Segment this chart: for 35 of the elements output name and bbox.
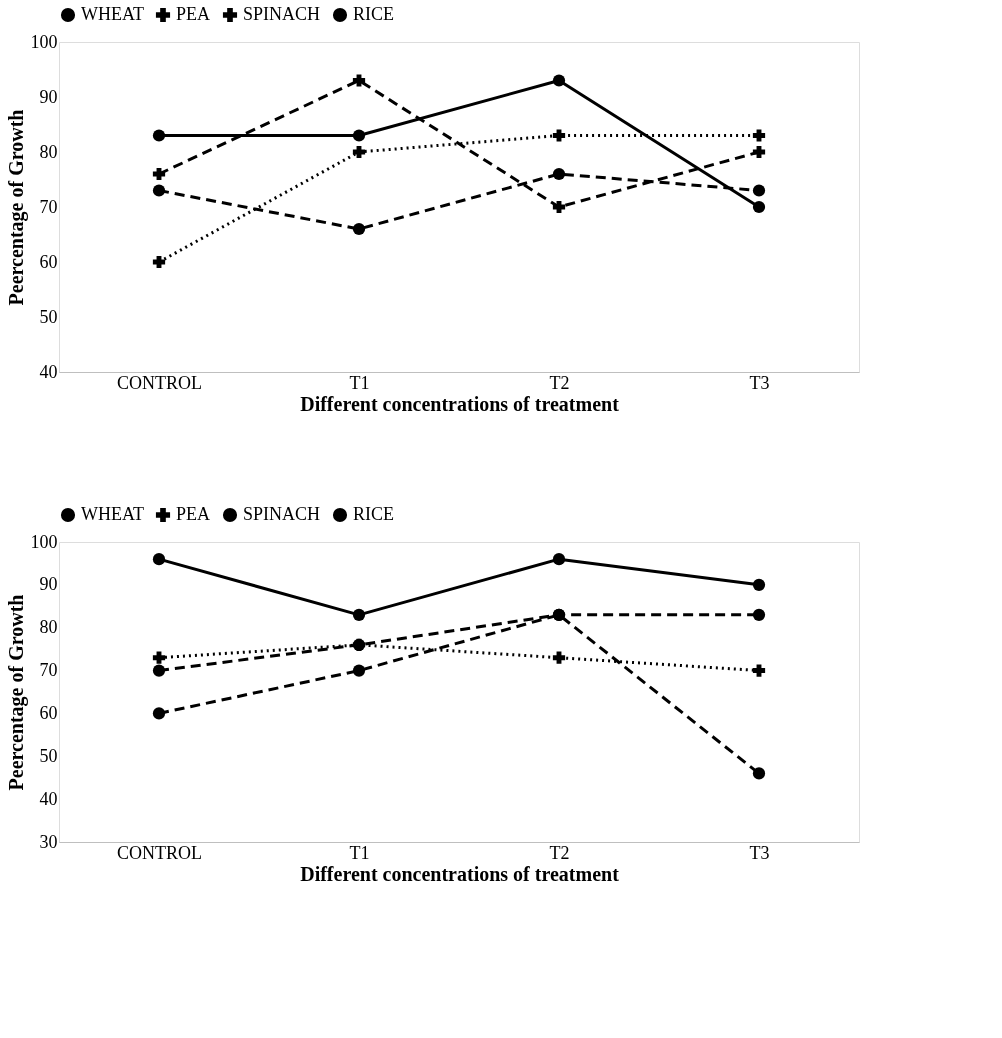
x-tick-label: T2: [549, 372, 570, 393]
legend-label: SPINACH: [243, 504, 321, 524]
legend-label: RICE: [353, 504, 395, 524]
y-tick-label: 70: [39, 196, 58, 217]
x-tick-label: T3: [749, 372, 770, 393]
y-tick-label: 70: [39, 660, 58, 681]
y-tick-label: 100: [30, 531, 58, 552]
x-tick-label: T2: [549, 842, 570, 863]
y-tick-label: 50: [39, 306, 58, 327]
legend-label: SPINACH: [243, 4, 321, 24]
y-tick-label: 90: [39, 574, 58, 595]
x-tick-label: T1: [349, 842, 370, 863]
x-tick-label: CONTROL: [117, 372, 202, 393]
y-tick-label: 50: [39, 745, 58, 766]
legend-label: WHEAT: [81, 504, 144, 524]
y-tick-label: 60: [39, 251, 58, 272]
y-tick-label: 90: [39, 86, 58, 107]
legend-label: WHEAT: [81, 4, 144, 24]
x-tick-label: T1: [349, 372, 370, 393]
x-tick-label: CONTROL: [117, 842, 202, 863]
legend-label: PEA: [176, 504, 211, 524]
y-tick-label: 40: [39, 361, 58, 382]
y-axis-title: Peercentage of Growth: [4, 594, 28, 791]
y-tick-label: 40: [39, 788, 58, 809]
y-tick-label: 80: [39, 141, 58, 162]
y-tick-label: 80: [39, 617, 58, 638]
y-axis-title: Peercentage of Growth: [4, 109, 28, 306]
legend-label: PEA: [176, 4, 211, 24]
y-tick-label: 60: [39, 702, 58, 723]
x-axis-title: Different concentrations of treatment: [300, 392, 620, 415]
y-tick-label: 100: [30, 31, 58, 52]
legend-label: RICE: [353, 4, 395, 24]
x-axis-title: Different concentrations of treatment: [300, 862, 620, 885]
x-tick-label: T3: [749, 842, 770, 863]
y-tick-label: 30: [39, 831, 58, 852]
